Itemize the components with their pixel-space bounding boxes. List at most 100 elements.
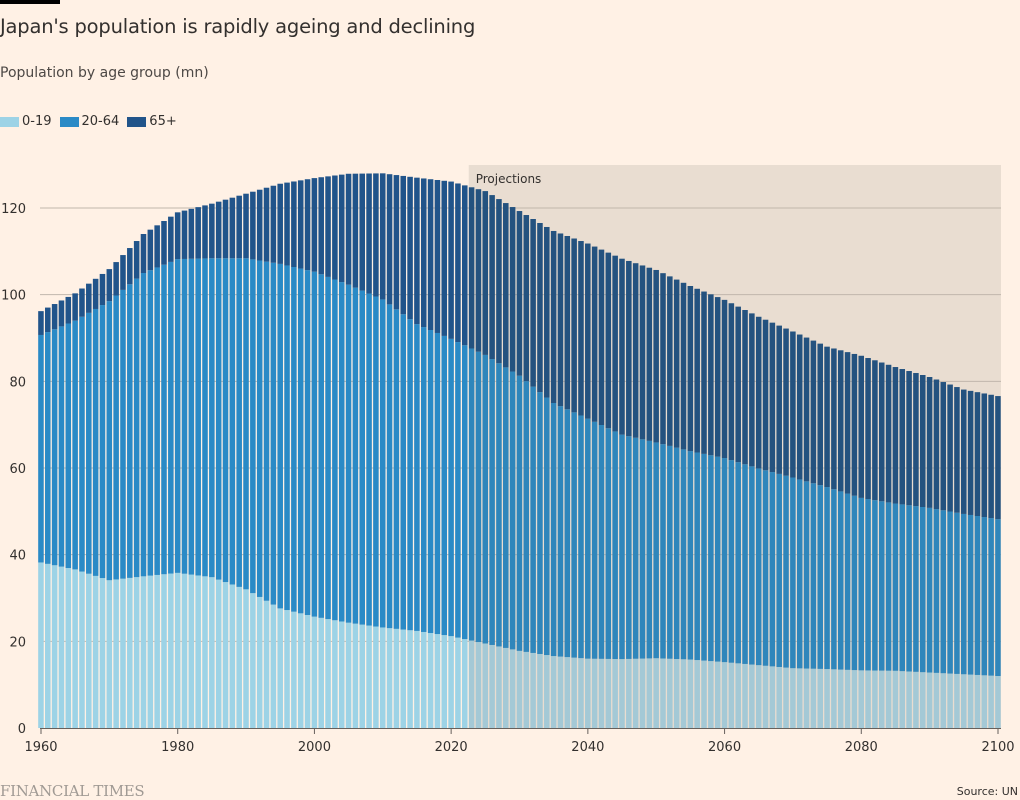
bar-65+-2023 xyxy=(468,187,475,349)
bar-0-19-2041 xyxy=(591,658,598,728)
bar-0-19-2004 xyxy=(338,621,345,728)
bar-0-19-2074 xyxy=(817,668,823,728)
bar-0-19-2002 xyxy=(325,619,331,728)
bar-65+-1982 xyxy=(188,208,195,259)
bar-0-19-2013 xyxy=(400,629,407,728)
x-tick-label-2020: 2020 xyxy=(435,740,468,755)
bar-20-64-2007 xyxy=(359,290,365,625)
bar-65+-1995 xyxy=(277,183,283,264)
bar-20-64-1960 xyxy=(38,334,44,563)
bar-20-64-2087 xyxy=(906,505,912,672)
bar-0-19-2008 xyxy=(366,625,372,728)
bar-20-64-2023 xyxy=(468,348,475,641)
bar-0-19-2081 xyxy=(865,670,871,728)
bar-0-19-2009 xyxy=(373,626,379,728)
bar-0-19-2045 xyxy=(619,659,625,728)
bar-0-19-2042 xyxy=(598,658,605,728)
bar-0-19-2003 xyxy=(332,620,338,728)
bar-0-19-1976 xyxy=(147,575,154,728)
bar-20-64-1966 xyxy=(79,316,85,572)
legend-item-0-19: 0-19 xyxy=(0,114,52,129)
bar-65+-2094 xyxy=(954,387,960,513)
bar-20-64-2034 xyxy=(544,397,550,656)
bar-0-19-1972 xyxy=(120,578,126,728)
bar-65+-2072 xyxy=(803,337,810,482)
bar-0-19-1997 xyxy=(291,611,297,728)
bar-0-19-2065 xyxy=(755,665,762,728)
bar-20-64-1972 xyxy=(120,289,126,579)
bar-0-19-2082 xyxy=(872,670,878,728)
bar-65+-1960 xyxy=(38,311,44,335)
bar-65+-2027 xyxy=(496,199,502,364)
bar-65+-1998 xyxy=(297,180,304,269)
bar-0-19-2095 xyxy=(961,674,967,728)
bar-65+-2036 xyxy=(557,233,564,407)
bar-65+-1970 xyxy=(106,269,113,302)
bar-65+-2005 xyxy=(345,173,352,285)
bar-65+-2048 xyxy=(639,265,646,440)
bar-20-64-2019 xyxy=(441,335,448,636)
bar-0-19-2034 xyxy=(544,655,550,728)
bar-20-64-2095 xyxy=(961,513,967,675)
legend-item-20-64: 20-64 xyxy=(59,114,119,129)
bar-20-64-2030 xyxy=(516,375,523,651)
bar-20-64-1985 xyxy=(209,258,215,578)
bar-65+-2040 xyxy=(585,243,591,419)
bar-0-19-1969 xyxy=(99,578,106,728)
bar-20-64-2082 xyxy=(872,500,878,671)
bar-0-19-1995 xyxy=(277,608,283,728)
bar-0-19-2028 xyxy=(503,647,509,728)
bar-65+-2085 xyxy=(892,367,899,504)
bar-0-19-1998 xyxy=(297,613,304,728)
bar-65+-2057 xyxy=(701,291,707,454)
bar-0-19-2076 xyxy=(831,669,837,728)
bar-0-19-1967 xyxy=(86,573,92,728)
bar-20-64-2031 xyxy=(523,381,530,652)
bar-0-19-2075 xyxy=(824,669,830,728)
bar-65+-1997 xyxy=(291,181,297,268)
bar-20-64-2045 xyxy=(619,434,625,660)
bar-0-19-1986 xyxy=(215,579,222,728)
bar-20-64-2063 xyxy=(742,464,748,664)
bar-0-19-2021 xyxy=(455,637,461,728)
bar-0-19-1970 xyxy=(106,580,113,728)
bar-20-64-1999 xyxy=(304,270,311,615)
source-note: Source: UN xyxy=(956,785,1018,798)
bar-20-64-2025 xyxy=(482,354,489,644)
bar-20-64-1994 xyxy=(270,262,277,605)
bar-20-64-2037 xyxy=(564,409,571,658)
bar-0-19-2058 xyxy=(708,661,714,728)
bar-65+-2049 xyxy=(646,267,653,441)
bar-65+-2024 xyxy=(475,189,482,352)
bar-20-64-2081 xyxy=(865,499,871,671)
bar-0-19-1990 xyxy=(243,589,249,728)
bar-0-19-2035 xyxy=(550,656,557,728)
bar-20-64-2035 xyxy=(550,403,557,657)
bar-0-19-2052 xyxy=(667,658,673,728)
bar-0-19-2084 xyxy=(885,670,892,728)
bar-20-64-2001 xyxy=(318,274,324,618)
bar-0-19-2011 xyxy=(386,628,393,728)
bar-65+-2046 xyxy=(626,260,632,437)
bar-65+-1961 xyxy=(45,307,51,333)
bar-0-19-2019 xyxy=(441,635,448,728)
bar-20-64-2100 xyxy=(995,519,1001,676)
x-tick-label-2040: 2040 xyxy=(571,740,604,755)
bar-20-64-2013 xyxy=(400,314,407,630)
bar-0-19-1975 xyxy=(140,576,147,728)
bar-0-19-2073 xyxy=(810,668,817,728)
bar-65+-2084 xyxy=(885,364,892,503)
bar-0-19-2037 xyxy=(564,657,571,728)
bar-0-19-1982 xyxy=(188,574,195,728)
bar-0-19-2047 xyxy=(632,658,639,728)
bar-20-64-1989 xyxy=(236,258,242,587)
bar-65+-2052 xyxy=(667,276,673,446)
bar-0-19-2079 xyxy=(851,670,858,728)
bar-20-64-2038 xyxy=(571,412,577,658)
bar-65+-2002 xyxy=(325,176,331,277)
bar-0-19-2036 xyxy=(557,656,564,728)
bar-0-19-2020 xyxy=(448,636,454,728)
bar-20-64-1986 xyxy=(215,258,222,580)
bar-20-64-1962 xyxy=(51,329,58,566)
bar-65+-2098 xyxy=(981,393,988,518)
